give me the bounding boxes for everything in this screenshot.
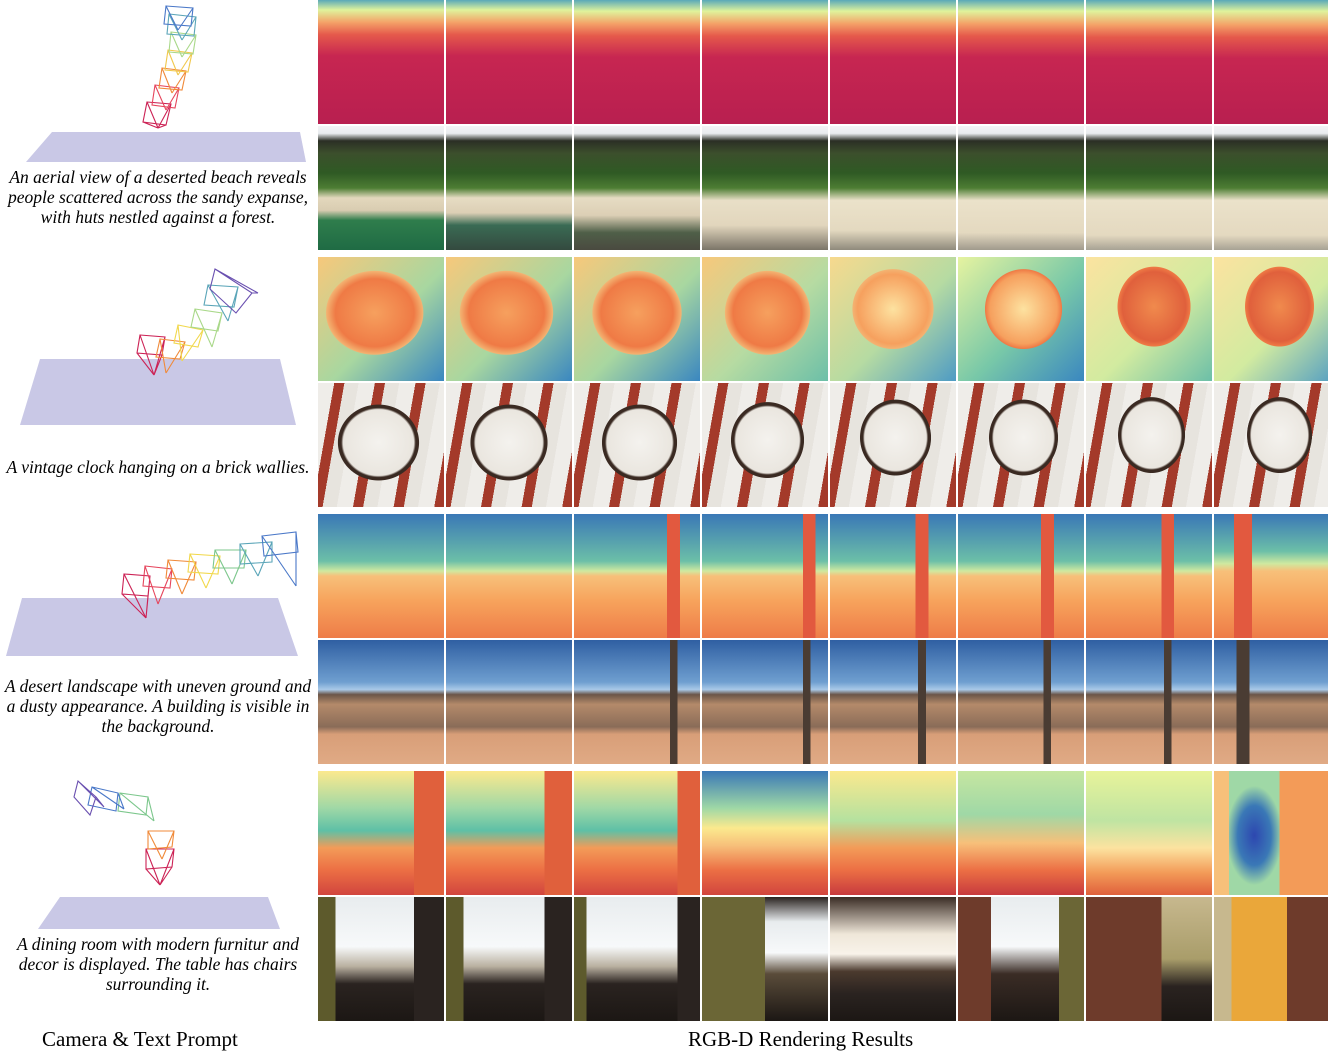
depth-frame bbox=[828, 0, 956, 124]
rgb-frame bbox=[1212, 126, 1328, 250]
ground-plane bbox=[20, 359, 296, 425]
depth-frame bbox=[828, 771, 956, 895]
rgb-frame bbox=[318, 126, 444, 250]
camera-frustums bbox=[73, 779, 175, 886]
depth-frame bbox=[700, 771, 828, 895]
depth-frame bbox=[1084, 0, 1212, 124]
camera-frustums bbox=[136, 268, 259, 376]
depth-frame bbox=[700, 514, 828, 638]
text-prompt: A desert landscape with uneven ground an… bbox=[4, 676, 312, 736]
depth-frame bbox=[444, 257, 572, 381]
rgb-frame bbox=[1212, 640, 1328, 764]
depth-frame bbox=[572, 0, 700, 124]
depth-frame bbox=[1084, 257, 1212, 381]
depth-frame bbox=[1212, 771, 1328, 895]
rgb-frame bbox=[956, 383, 1084, 507]
depth-frame bbox=[700, 0, 828, 124]
depth-frame bbox=[444, 514, 572, 638]
rgb-strip bbox=[318, 383, 1328, 507]
caption-left: Camera & Text Prompt bbox=[42, 1027, 238, 1051]
rgb-frame bbox=[1084, 897, 1212, 1021]
rgb-frame bbox=[444, 383, 572, 507]
rgb-frame bbox=[572, 383, 700, 507]
rgb-frame bbox=[572, 126, 700, 250]
depth-frame bbox=[318, 0, 444, 124]
rgb-frame bbox=[444, 640, 572, 764]
rgb-frame bbox=[828, 126, 956, 250]
camera-trajectory-diagram bbox=[38, 779, 280, 929]
depth-frame bbox=[1212, 257, 1328, 381]
rgb-strip bbox=[318, 897, 1328, 1021]
depth-frame bbox=[1084, 514, 1212, 638]
rgb-frame bbox=[956, 897, 1084, 1021]
rgb-frame bbox=[956, 126, 1084, 250]
ground-plane bbox=[38, 897, 280, 929]
rgb-frame bbox=[318, 640, 444, 764]
rgb-frame bbox=[1212, 383, 1328, 507]
rgb-frame bbox=[956, 640, 1084, 764]
depth-frame bbox=[572, 771, 700, 895]
rgb-strip bbox=[318, 126, 1328, 250]
rgb-frame bbox=[700, 640, 828, 764]
rgb-frame bbox=[1084, 640, 1212, 764]
camera-frustums bbox=[121, 531, 299, 619]
depth-frame bbox=[956, 0, 1084, 124]
depth-frame bbox=[572, 257, 700, 381]
depth-frame bbox=[444, 771, 572, 895]
ground-plane bbox=[26, 132, 306, 162]
rgb-frame bbox=[828, 383, 956, 507]
depth-strip bbox=[318, 771, 1328, 895]
depth-frame bbox=[828, 514, 956, 638]
rgb-frame bbox=[828, 897, 956, 1021]
depth-frame bbox=[956, 257, 1084, 381]
rgb-frame bbox=[444, 126, 572, 250]
depth-frame bbox=[828, 257, 956, 381]
depth-frame bbox=[956, 771, 1084, 895]
depth-frame bbox=[318, 257, 444, 381]
depth-frame bbox=[318, 771, 444, 895]
rgb-frame bbox=[1212, 897, 1328, 1021]
text-prompt: An aerial view of a deserted beach revea… bbox=[7, 167, 308, 227]
rgb-frame bbox=[1084, 126, 1212, 250]
depth-strip bbox=[318, 257, 1328, 381]
rgb-frame bbox=[1084, 383, 1212, 507]
rgb-frame bbox=[828, 640, 956, 764]
rgb-frame bbox=[700, 383, 828, 507]
camera-trajectory-diagram bbox=[6, 531, 299, 656]
camera-frustums bbox=[142, 5, 197, 129]
depth-frame bbox=[1084, 771, 1212, 895]
depth-frame bbox=[1212, 0, 1328, 124]
depth-strip bbox=[318, 514, 1328, 638]
rgb-frame bbox=[572, 897, 700, 1021]
depth-frame bbox=[572, 514, 700, 638]
rgb-frame bbox=[572, 640, 700, 764]
text-prompt: A dining room with modern furnitur and d… bbox=[17, 934, 299, 994]
rgb-strip bbox=[318, 640, 1328, 764]
ground-plane bbox=[6, 598, 298, 656]
rgb-frame bbox=[700, 897, 828, 1021]
camera-trajectory-diagram bbox=[20, 268, 296, 425]
caption-right: RGB-D Rendering Results bbox=[688, 1027, 914, 1051]
rgb-frame bbox=[444, 897, 572, 1021]
depth-frame bbox=[956, 514, 1084, 638]
rgb-frame bbox=[318, 383, 444, 507]
depth-frame bbox=[318, 514, 444, 638]
rgb-frame bbox=[700, 126, 828, 250]
depth-strip bbox=[318, 0, 1328, 124]
rgb-frame bbox=[318, 897, 444, 1021]
camera-trajectory-diagram bbox=[26, 5, 306, 162]
text-prompt: A vintage clock hanging on a brick walli… bbox=[6, 457, 310, 477]
depth-frame bbox=[1212, 514, 1328, 638]
depth-frame bbox=[700, 257, 828, 381]
depth-frame bbox=[444, 0, 572, 124]
